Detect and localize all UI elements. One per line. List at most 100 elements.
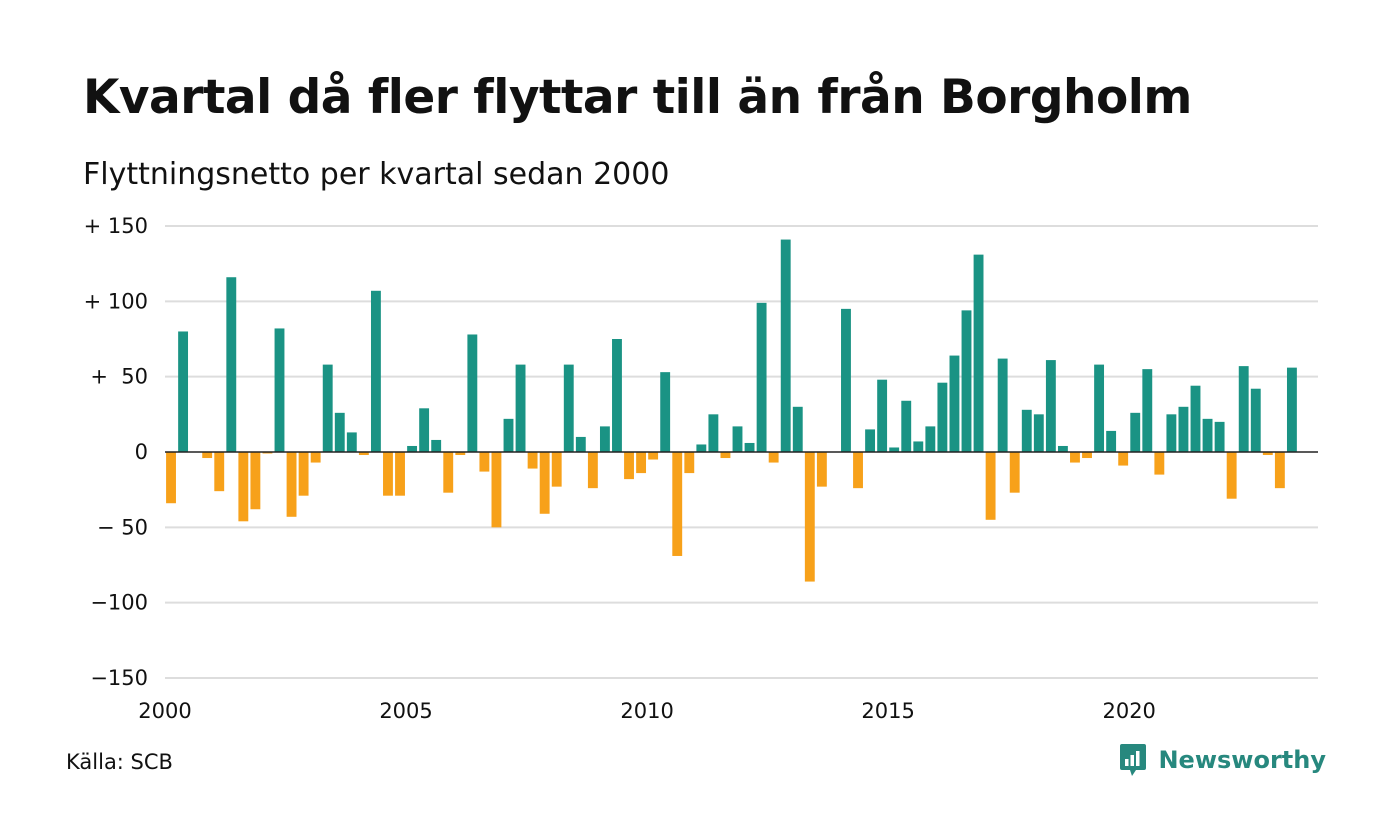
- bar-2016-k1: [937, 382, 948, 452]
- bar-2017-k2: [997, 358, 1008, 452]
- bar-2004-k2: [370, 290, 381, 452]
- brand-name: Newsworthy: [1158, 746, 1326, 774]
- bar-2002-k3: [286, 452, 297, 517]
- bar-2002-k4: [298, 452, 309, 496]
- brand-logo: Newsworthy: [1118, 742, 1326, 778]
- bar-2012-k1: [744, 442, 755, 452]
- bar-2019-k2: [1094, 364, 1105, 452]
- bar-2019-k4: [1118, 452, 1129, 466]
- bar-2005-k2: [419, 408, 430, 452]
- y-tick-label: + 50: [90, 365, 148, 389]
- bar-2020-k2: [1142, 369, 1153, 452]
- bar-2009-k4: [636, 452, 647, 474]
- bar-2001-k2: [226, 277, 237, 452]
- bar-2014-k1: [841, 308, 851, 452]
- chart-subtitle: Flyttningsnetto per kvartal sedan 2000: [83, 157, 670, 192]
- bar-2001-k4: [250, 452, 261, 510]
- bar-2022-k2: [1238, 366, 1249, 452]
- bar-2008-k3: [575, 436, 586, 452]
- bar-2005-k4: [443, 452, 454, 493]
- bar-2003-k2: [322, 364, 333, 452]
- chart-bubble-icon: [1120, 744, 1147, 776]
- chart-title: Kvartal då fler flyttar till än från Bor…: [83, 70, 1192, 125]
- bar-2004-k4: [395, 452, 405, 496]
- bar-2012-k4: [780, 239, 791, 452]
- bar-2002-k2: [274, 328, 285, 452]
- bar-2018-k2: [1045, 360, 1056, 452]
- bar-2011-k1: [696, 444, 707, 452]
- y-tick-label: + 150: [84, 214, 148, 238]
- bar-2011-k4: [732, 426, 743, 452]
- x-tick-label: 2010: [620, 699, 673, 723]
- bar-2020-k1: [1130, 412, 1141, 452]
- y-tick-label: 0: [135, 440, 148, 464]
- bar-2016-k3: [961, 310, 972, 452]
- bar-2015-k4: [925, 426, 936, 452]
- y-axis-tick-labels: + 150 + 100 + 50 0 − 50 −100 −150: [84, 214, 148, 690]
- bar-2004-k1: [358, 452, 369, 456]
- bar-2007-k1: [503, 418, 514, 452]
- bar-2021-k2: [1190, 385, 1201, 452]
- bar-2006-k3: [479, 452, 490, 472]
- x-tick-label: 2005: [379, 699, 432, 723]
- bar-2010-k1: [648, 452, 659, 460]
- bar-2018-k1: [1033, 414, 1044, 452]
- bar-2007-k2: [515, 364, 526, 452]
- bar-2014-k2: [853, 452, 863, 489]
- bar-2013-k3: [816, 452, 827, 487]
- bar-2017-k3: [1009, 452, 1020, 493]
- y-tick-label: − 50: [97, 515, 148, 539]
- bar-2009-k2: [612, 339, 622, 452]
- bar-2011-k2: [708, 414, 719, 452]
- bar-2021-k1: [1178, 406, 1189, 452]
- gridlines: [165, 225, 1318, 679]
- bar-2019-k1: [1082, 452, 1092, 459]
- bar-2023-k2: [1286, 367, 1297, 452]
- y-tick-label: −150: [90, 666, 148, 690]
- bar-2003-k1: [310, 452, 321, 463]
- bar-2000-k2: [178, 331, 189, 452]
- bar-2020-k3: [1154, 452, 1165, 475]
- bar-2023-k1: [1274, 452, 1285, 489]
- bar-2020-k4: [1166, 414, 1177, 452]
- bar-2005-k3: [431, 439, 442, 452]
- bar-2016-k2: [949, 355, 960, 452]
- bar-2014-k3: [865, 429, 876, 452]
- bar-2003-k3: [334, 412, 345, 452]
- bar-2004-k3: [383, 452, 393, 496]
- source-note: Källa: SCB: [66, 750, 173, 774]
- bar-2000-k4: [202, 452, 213, 459]
- bar-2015-k2: [901, 400, 912, 452]
- bar-2005-k1: [407, 445, 418, 452]
- bar-2021-k4: [1214, 421, 1225, 452]
- bar-2001-k1: [214, 452, 225, 492]
- x-axis-tick-labels: 2000 2005 2010 2015 2020: [138, 699, 1156, 723]
- bar-2006-k2: [467, 334, 478, 452]
- bar-2008-k1: [551, 452, 562, 487]
- bar-2014-k4: [877, 379, 888, 452]
- bar-2010-k3: [672, 452, 683, 556]
- bar-2015-k1: [889, 447, 900, 452]
- x-tick-label: 2000: [138, 699, 191, 723]
- bar-2009-k1: [599, 426, 610, 452]
- bar-2019-k3: [1106, 430, 1117, 452]
- bar-2007-k4: [539, 452, 550, 514]
- bar-2009-k3: [624, 452, 634, 480]
- y-tick-label: + 100: [84, 289, 148, 313]
- bar-2017-k1: [985, 452, 996, 520]
- bar-2001-k3: [238, 452, 249, 522]
- x-tick-label: 2020: [1102, 699, 1155, 723]
- x-tick-label: 2015: [861, 699, 914, 723]
- bar-2011-k3: [720, 452, 731, 459]
- bar-2010-k4: [684, 452, 695, 474]
- bar-2006-k1: [455, 452, 466, 456]
- bar-2008-k2: [563, 364, 574, 452]
- bar-2008-k4: [587, 452, 598, 489]
- bar-2013-k2: [804, 452, 815, 582]
- bar-2015-k3: [913, 441, 924, 452]
- bar-2018-k4: [1070, 452, 1080, 463]
- bars: [166, 239, 1297, 582]
- bar-2006-k4: [491, 452, 502, 528]
- bar-2010-k2: [660, 372, 671, 452]
- bar-2012-k3: [768, 452, 779, 463]
